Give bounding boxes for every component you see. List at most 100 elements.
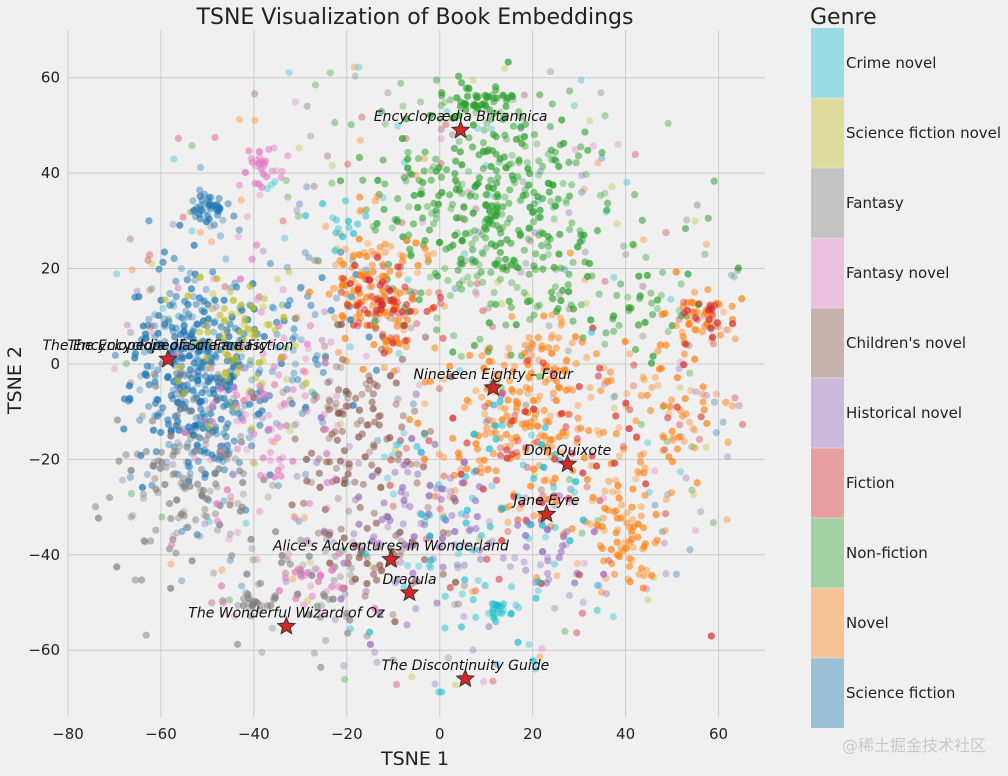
- scatter-point: [174, 284, 182, 292]
- scatter-point: [267, 437, 275, 445]
- scatter-point: [345, 460, 353, 468]
- scatter-point: [629, 485, 637, 493]
- scatter-point: [289, 575, 297, 583]
- scatter-point: [632, 417, 640, 425]
- scatter-point: [455, 137, 463, 146]
- scatter-point: [548, 311, 556, 319]
- scatter-point: [515, 108, 523, 116]
- scatter-point: [580, 185, 588, 193]
- scatter-point: [547, 334, 555, 342]
- scatter-point: [613, 538, 621, 546]
- scatter-point: [207, 364, 215, 372]
- scatter-point: [320, 527, 328, 535]
- scatter-point: [345, 463, 353, 472]
- scatter-point: [473, 93, 481, 102]
- scatter-points: [91, 58, 747, 696]
- scatter-point: [365, 448, 374, 456]
- scatter-point: [247, 535, 255, 544]
- scatter-point: [476, 546, 484, 554]
- scatter-point: [234, 529, 242, 537]
- scatter-point: [371, 418, 379, 426]
- scatter-point: [375, 190, 383, 198]
- scatter-point: [523, 463, 532, 471]
- scatter-point: [390, 297, 398, 306]
- scatter-point: [499, 554, 507, 562]
- scatter-point: [601, 189, 609, 198]
- scatter-point: [355, 493, 363, 501]
- scatter-point: [613, 551, 622, 559]
- scatter-point: [347, 316, 355, 324]
- scatter-point: [172, 357, 180, 365]
- scatter-point: [310, 649, 319, 657]
- scatter-point: [235, 459, 244, 467]
- scatter-point: [194, 457, 202, 465]
- scatter-point: [345, 553, 353, 561]
- scatter-point: [549, 435, 557, 443]
- scatter-point: [196, 186, 204, 194]
- scatter-point: [355, 251, 364, 259]
- scatter-point: [310, 396, 318, 404]
- scatter-point: [165, 440, 173, 449]
- scatter-point: [481, 234, 490, 242]
- scatter-point: [344, 629, 352, 637]
- scatter-point: [724, 326, 732, 334]
- book-star-marker: [381, 549, 401, 568]
- scatter-point: [692, 314, 700, 322]
- scatter-point: [602, 590, 611, 598]
- legend-swatch: [811, 378, 844, 448]
- scatter-point: [291, 435, 299, 443]
- scatter-point: [171, 341, 179, 349]
- scatter-point: [427, 176, 435, 184]
- scatter-point: [446, 96, 455, 104]
- scatter-point: [684, 270, 692, 278]
- scatter-point: [303, 102, 311, 110]
- scatter-point: [492, 467, 500, 475]
- scatter-point: [640, 469, 648, 477]
- scatter-point: [533, 140, 541, 148]
- scatter-point: [200, 511, 208, 520]
- scatter-point: [459, 277, 467, 285]
- scatter-point: [228, 401, 236, 410]
- scatter-point: [676, 468, 684, 476]
- scatter-point: [440, 98, 448, 106]
- scatter-point: [648, 299, 656, 307]
- scatter-point: [345, 390, 353, 398]
- scatter-point: [602, 376, 610, 385]
- scatter-point: [215, 465, 223, 473]
- scatter-point: [307, 301, 315, 310]
- y-tick-label: 60: [41, 69, 60, 87]
- scatter-point: [452, 176, 460, 185]
- scatter-point: [471, 109, 480, 117]
- book-label: Dracula: [382, 572, 436, 588]
- scatter-point: [354, 220, 362, 228]
- scatter-point: [406, 169, 414, 178]
- scatter-point: [366, 276, 374, 284]
- scatter-point: [514, 521, 522, 529]
- scatter-point: [535, 578, 543, 586]
- scatter-point: [184, 300, 192, 309]
- scatter-point: [565, 208, 573, 217]
- scatter-point: [301, 405, 309, 413]
- scatter-point: [272, 419, 281, 428]
- scatter-point: [204, 422, 212, 430]
- scatter-point: [490, 612, 498, 620]
- scatter-point: [355, 459, 363, 467]
- scatter-point: [398, 134, 407, 143]
- scatter-point: [286, 296, 294, 305]
- scatter-point: [493, 94, 501, 102]
- scatter-point: [321, 359, 330, 367]
- scatter-point: [249, 556, 257, 564]
- scatter-point: [510, 493, 518, 501]
- scatter-point: [569, 317, 577, 325]
- scatter-point: [433, 314, 441, 322]
- scatter-point: [350, 229, 358, 238]
- scatter-point: [202, 349, 210, 357]
- scatter-point: [110, 365, 119, 373]
- scatter-point: [700, 406, 708, 414]
- scatter-point: [303, 569, 311, 577]
- scatter-point: [610, 273, 618, 281]
- scatter-point: [296, 284, 305, 292]
- scatter-point: [328, 566, 337, 574]
- scatter-point: [259, 303, 267, 311]
- scatter-point: [507, 303, 515, 311]
